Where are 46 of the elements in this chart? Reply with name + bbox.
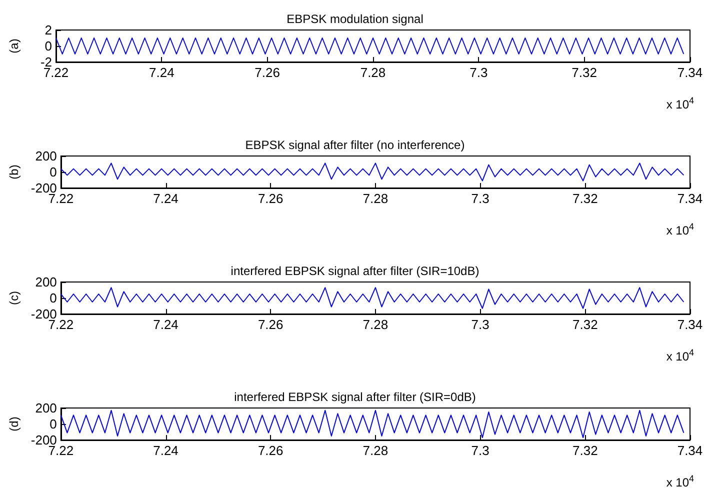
y-tick-label: -200: [30, 432, 57, 448]
y-axis-title: (a): [7, 38, 21, 54]
chart-title: interfered EBPSK signal after filter (SIR=0dB): [234, 390, 476, 404]
x-tick-label: 7.24: [153, 317, 178, 332]
x-tick-label: 7.26: [254, 65, 280, 80]
x-tick-label: 7.3: [471, 317, 490, 332]
y-axis-title: (b): [7, 164, 21, 180]
x-tick-label: 7.32: [572, 443, 598, 458]
x-tick-label: 7.28: [362, 443, 388, 458]
x-tick-label: 7.34: [677, 65, 703, 80]
y-tick-label: 0: [44, 38, 52, 54]
y-tick-label: -200: [30, 306, 57, 322]
y-tick-label: 0: [50, 164, 57, 180]
y-tick-label: -200: [30, 180, 57, 196]
x-tick-label: 7.34: [677, 191, 703, 206]
line-series: [60, 410, 684, 438]
y-axis-title: (d): [7, 416, 21, 432]
y-tick-label: 2: [44, 22, 52, 38]
x-tick-label: 7.3: [470, 65, 488, 80]
chart-title: interfered EBPSK signal after filter (SIR=10dB): [230, 264, 480, 278]
x-tick-label: 7.34: [677, 443, 703, 458]
x-tick-label: 7.32: [572, 191, 598, 206]
x-tick-label: 7.32: [572, 65, 597, 80]
y-tick-label: 200: [35, 274, 57, 290]
y-axis-title: (c): [7, 291, 21, 305]
x-tick-label: 7.3: [471, 443, 490, 458]
x-tick-label: 7.26: [258, 317, 284, 332]
chart-title: EBPSK modulation signal: [286, 12, 424, 26]
y-tick-label: 200: [35, 400, 57, 416]
x-tick-label: 7.34: [677, 317, 703, 332]
x-tick-label: 7.26: [258, 443, 284, 458]
line-series: [60, 162, 684, 182]
x-tick-label: 7.24: [153, 191, 178, 206]
x-tick-label: 7.3: [471, 191, 490, 206]
x-tick-label: 7.24: [153, 443, 178, 458]
x-tick-label: 7.28: [362, 317, 388, 332]
x-tick-label: 7.32: [572, 317, 598, 332]
x-tick-label: 7.24: [149, 65, 174, 80]
x-tick-label: 7.28: [360, 65, 386, 80]
y-tick-label: 0: [50, 416, 57, 432]
x-tick-label: 7.28: [362, 191, 388, 206]
x-tick-label: 7.26: [258, 191, 284, 206]
y-tick-label: 200: [35, 148, 57, 164]
y-tick-label: 0: [50, 290, 57, 306]
chart-title: EBPSK signal after filter (no interference): [245, 138, 465, 152]
line-series: [60, 287, 684, 309]
